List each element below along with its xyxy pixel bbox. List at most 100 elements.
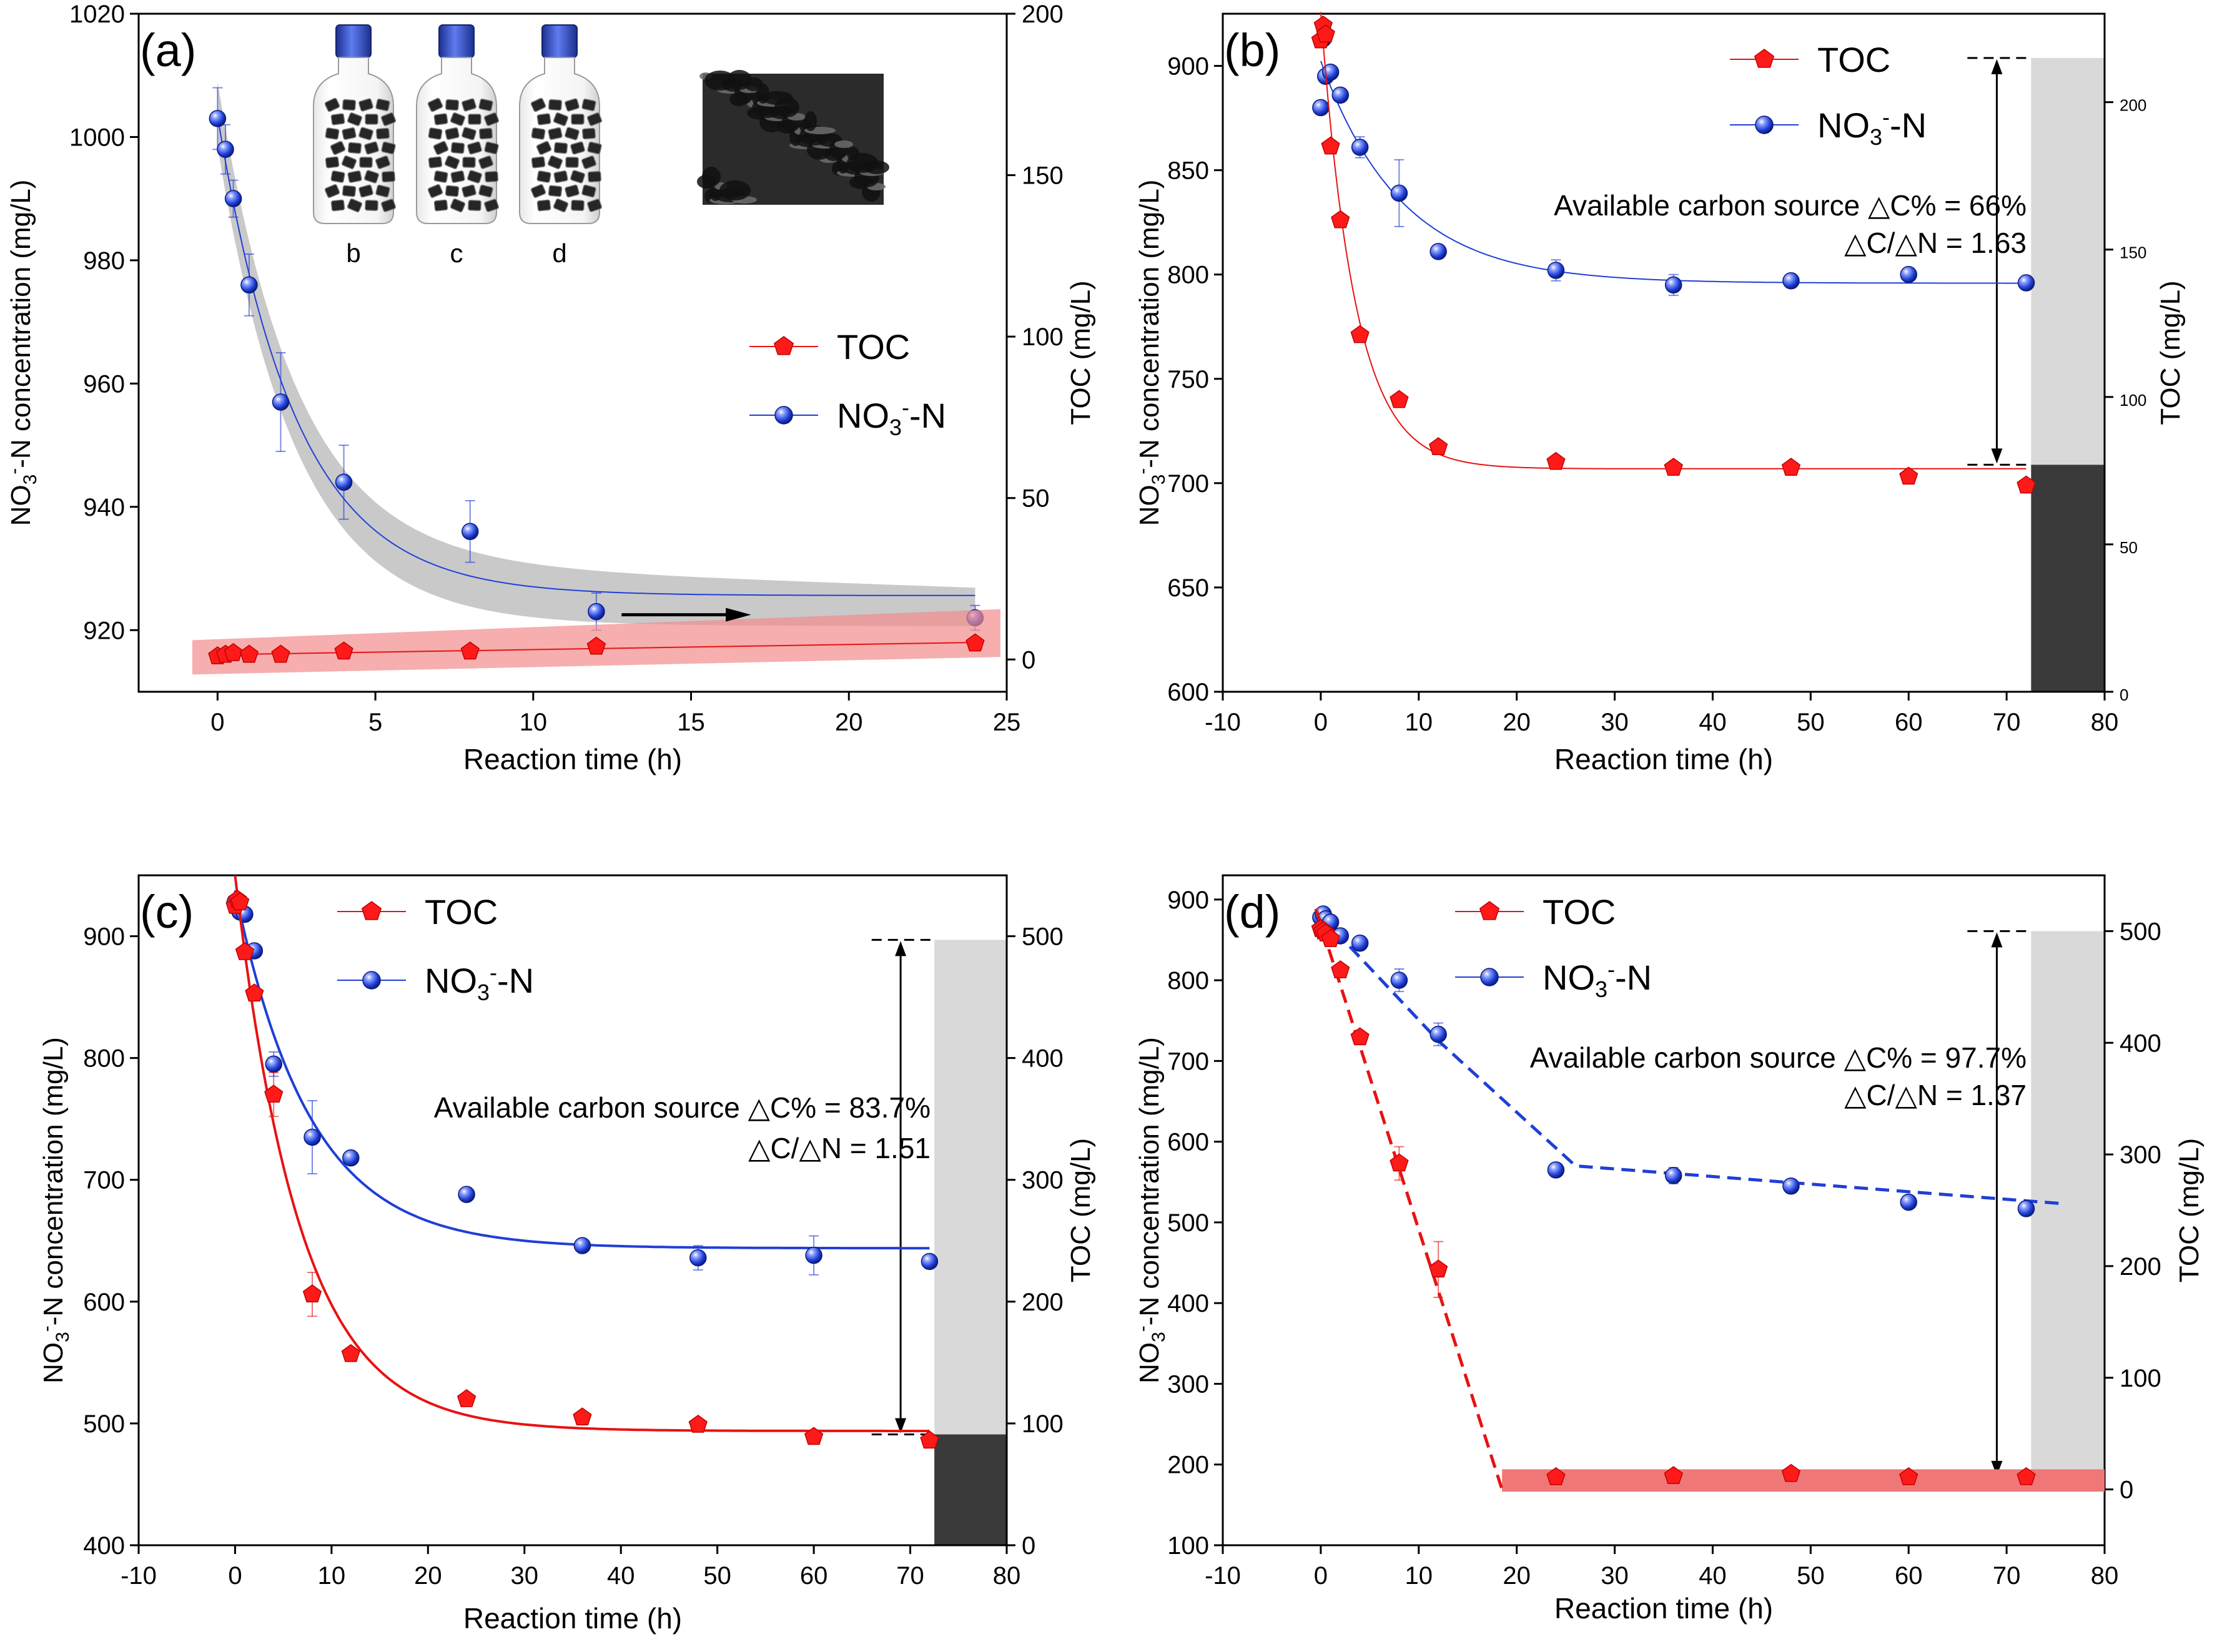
sponge-cube bbox=[478, 155, 494, 169]
sponge-cube bbox=[341, 155, 357, 170]
series-no3-n bbox=[1312, 905, 2066, 1217]
delta-arrow-head bbox=[895, 941, 907, 956]
data-point-no3-n bbox=[1429, 1025, 1447, 1043]
legend-label-no3-n: NO3--N bbox=[1817, 104, 1927, 150]
y-tick-label-left: 940 bbox=[83, 494, 125, 521]
data-point-toc bbox=[965, 633, 985, 652]
sponge-cube bbox=[571, 200, 585, 211]
data-point-toc bbox=[688, 1414, 708, 1433]
y-tick-label-right: 50 bbox=[1022, 485, 1050, 513]
data-point-no3-n bbox=[921, 1252, 939, 1271]
sponge-cube bbox=[433, 170, 448, 183]
data-point-no3-n bbox=[209, 110, 227, 127]
y-tick-label-left: 500 bbox=[83, 1410, 125, 1438]
delta-arrow-head bbox=[1991, 932, 2003, 948]
bottle-cap bbox=[541, 24, 578, 58]
foam-pore bbox=[762, 91, 793, 105]
sponge-cube bbox=[565, 127, 580, 140]
sponge-cube bbox=[445, 127, 460, 140]
y-tick-label-left: 800 bbox=[83, 1045, 125, 1073]
x-tick-label: 60 bbox=[800, 1562, 828, 1590]
sponge-cube bbox=[324, 184, 340, 199]
y-tick-label-right: 100 bbox=[1022, 1410, 1064, 1438]
y-tick-label-right: 300 bbox=[2120, 1141, 2161, 1169]
data-point-no3-n bbox=[1390, 184, 1408, 202]
sponge-cube bbox=[462, 157, 476, 168]
sponge-cube bbox=[342, 99, 357, 111]
sponge-cube bbox=[484, 199, 499, 212]
data-point-no3-n bbox=[342, 1149, 360, 1167]
sponge-cube bbox=[531, 127, 546, 140]
legend-marker-toc bbox=[1754, 49, 1775, 68]
sponge-cube bbox=[565, 98, 580, 112]
bottle-b: b bbox=[313, 24, 397, 268]
y-tick-label-left: 300 bbox=[1167, 1370, 1209, 1398]
x-tick-label: 0 bbox=[1314, 709, 1328, 736]
sponge-cube bbox=[553, 198, 569, 213]
panel-c: -10 0 10 20 30 40 50 60 70 80 400 500 600 700 800 900 0 1… bbox=[36, 874, 1096, 1635]
panel-b: -10 0 10 20 30 40 50 60 70 80 600 650 700 750 800 850 90… bbox=[1132, 12, 2186, 775]
x-tick-label: 40 bbox=[1699, 709, 1727, 736]
sponge-cube bbox=[462, 127, 476, 140]
sponge-cube bbox=[450, 142, 465, 154]
plot-frame bbox=[1222, 12, 2106, 693]
sponge-cube bbox=[484, 141, 499, 155]
data-point-no3-n bbox=[689, 1249, 707, 1267]
y-tick-label-left: 600 bbox=[1167, 1129, 1209, 1156]
data-point-toc bbox=[457, 1389, 476, 1407]
data-point-toc bbox=[1316, 24, 1335, 42]
sponge-cube bbox=[530, 97, 546, 112]
sponge-cube bbox=[450, 112, 466, 126]
sponge-cube bbox=[445, 185, 460, 197]
sponge-cube bbox=[553, 142, 568, 154]
sponge-cube bbox=[342, 185, 357, 197]
data-point-no3-n bbox=[265, 1055, 282, 1073]
x-tick-label: 0 bbox=[210, 709, 224, 736]
plot-frame bbox=[137, 12, 1008, 693]
y-tick-label-left: 650 bbox=[1167, 574, 1209, 602]
y-tick-label-left: 600 bbox=[83, 1289, 125, 1316]
bottle-cap bbox=[335, 24, 372, 58]
y-axis-label-left: NO3--N concentration (mg/L) bbox=[1132, 1037, 1169, 1384]
data-point-no3-n bbox=[1782, 1177, 1800, 1195]
delta-arrow-head bbox=[1991, 448, 2003, 464]
sponge-cube bbox=[324, 97, 340, 112]
foam-pore bbox=[719, 180, 751, 200]
bottle-label-c: c bbox=[450, 238, 463, 268]
legend: TOC NO3--N bbox=[1730, 40, 1927, 150]
data-point-no3-n bbox=[1900, 265, 1917, 283]
sponge-cube bbox=[427, 184, 443, 199]
y-axis-label-right: TOC (mg/L) bbox=[1065, 1138, 1096, 1282]
sponge-cube bbox=[433, 140, 449, 155]
sponge-cube bbox=[581, 184, 596, 198]
x-tick-label: 0 bbox=[1314, 1562, 1328, 1590]
legend-marker-no3-n bbox=[362, 971, 381, 990]
annotation-delta-c: Available carbon source △C% = 66% bbox=[1554, 189, 2027, 222]
y-tick-label-left: 500 bbox=[1167, 1209, 1209, 1237]
annotation-delta-c: Available carbon source △C% = 83.7% bbox=[434, 1091, 931, 1124]
bottle-c: c bbox=[416, 24, 500, 268]
bottle-glass bbox=[416, 57, 497, 224]
sponge-cube bbox=[347, 112, 363, 126]
y-tick-label-right: 200 bbox=[2120, 1253, 2161, 1281]
data-point-toc bbox=[1781, 1463, 1801, 1482]
foam-pore bbox=[744, 77, 763, 91]
y-axis-label-right: TOC (mg/L) bbox=[2155, 280, 2186, 425]
sponge-cube bbox=[428, 127, 443, 140]
legend-marker-no3-n bbox=[1755, 116, 1774, 134]
delta-arrow-head bbox=[1991, 1460, 2003, 1476]
residual-band bbox=[1502, 1469, 2105, 1492]
x-tick-label: 50 bbox=[1797, 1562, 1825, 1590]
data-point-no3-n bbox=[2017, 1200, 2035, 1217]
sponge-cube bbox=[581, 155, 597, 169]
data-point-no3-n bbox=[1429, 243, 1447, 260]
series-toc bbox=[225, 875, 939, 1449]
fit-curve bbox=[1314, 908, 1504, 1490]
panel-d: -10 0 10 20 30 40 50 60 70 80 100 200 300 400 500 600 70… bbox=[1132, 874, 2205, 1625]
data-point-toc bbox=[1321, 136, 1340, 155]
legend: TOC NO3--N bbox=[337, 892, 534, 1005]
y-tick-label-right: 0 bbox=[2120, 1477, 2133, 1504]
sponge-cube bbox=[375, 127, 390, 140]
x-tick-label: 70 bbox=[896, 1562, 924, 1590]
residual-carbon-bar bbox=[2031, 465, 2105, 692]
